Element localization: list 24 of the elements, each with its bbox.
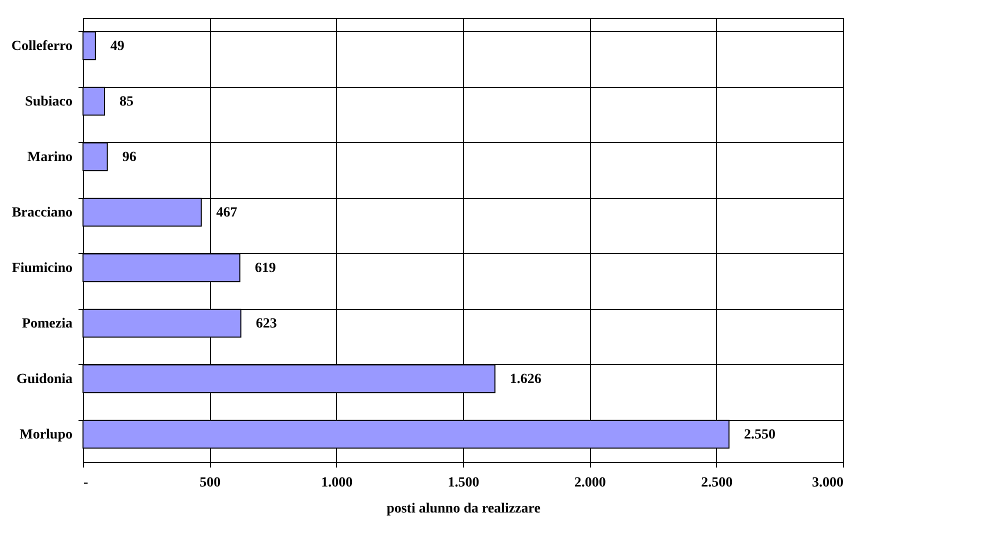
data-label: 467 — [216, 205, 238, 220]
x-axis-title: posti alunno da realizzare — [386, 502, 540, 516]
x-tick-label: - — [84, 476, 88, 490]
data-label: 85 — [120, 94, 134, 110]
y-tick-label: Guidonia — [16, 372, 72, 387]
data-label: 1.626 — [510, 372, 542, 387]
y-tick-label: Bracciano — [12, 205, 72, 220]
y-tick-label: Morlupo — [20, 427, 72, 442]
data-label: 2.550 — [744, 427, 776, 442]
y-tick-label: Subiaco — [25, 94, 72, 110]
y-tick-label: Pomezia — [22, 316, 72, 332]
x-tick-label: 500 — [200, 476, 221, 490]
data-label: 49 — [110, 38, 124, 54]
x-tick-label: 2.500 — [701, 476, 733, 490]
x-tick-label: 1.000 — [321, 476, 353, 490]
data-label: 96 — [122, 150, 136, 165]
y-tick-label: Colleferro — [11, 38, 72, 54]
x-tick-label: 3.000 — [812, 476, 844, 490]
y-tick-label: Fiumicino — [12, 260, 72, 276]
x-tick-label: 1.500 — [448, 476, 480, 490]
data-label: 623 — [256, 316, 277, 332]
data-label: 619 — [254, 260, 276, 276]
x-tick-label: 2.000 — [574, 476, 606, 490]
y-tick-label: Marino — [27, 150, 72, 165]
